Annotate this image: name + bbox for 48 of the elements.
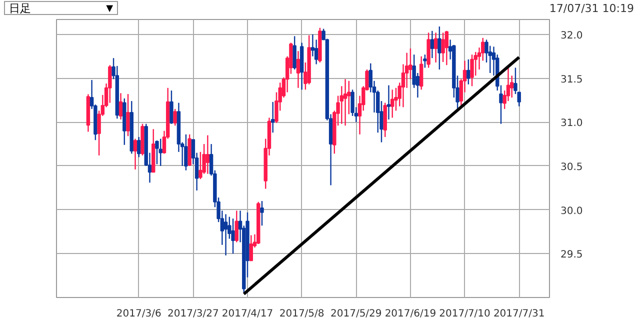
candlestick <box>434 32 438 64</box>
candlestick <box>343 78 348 126</box>
y-tick-label: 32.0 <box>560 30 583 42</box>
candlestick <box>260 200 264 226</box>
candlestick <box>423 54 427 68</box>
candlestick <box>184 134 188 171</box>
x-tick-label: 2017/5/8 <box>279 308 324 320</box>
x-tick-label: 2017/6/19 <box>384 308 436 320</box>
text: 日足 <box>9 2 31 15</box>
candlestick <box>386 84 391 120</box>
candlestick <box>224 214 228 256</box>
candlestick <box>108 64 112 104</box>
x-tick-label: 2017/5/29 <box>330 308 382 320</box>
candlestick <box>126 93 130 137</box>
x-tick-label: 2017/4/17 <box>222 308 274 320</box>
candlestick <box>155 140 159 165</box>
y-tick-label: 29.5 <box>560 250 583 261</box>
candlestick <box>170 90 174 124</box>
y-tick-label: 30.0 <box>560 206 583 217</box>
x-tick-label: 2017/7/31 <box>493 308 545 320</box>
candlestick <box>118 92 123 120</box>
text: ▼ <box>106 3 113 16</box>
candlestick <box>206 134 210 174</box>
y-tick-label: 30.5 <box>560 162 583 173</box>
candlestick <box>390 89 394 118</box>
x-tick-label: 2017/7/10 <box>439 308 490 320</box>
candlestick <box>292 36 296 70</box>
candlestick <box>137 136 141 158</box>
candlestick <box>430 30 434 59</box>
candlestick <box>296 50 300 89</box>
candlestick <box>249 234 253 262</box>
candlestick <box>438 26 442 70</box>
x-tick-label: 2017/3/6 <box>116 308 162 320</box>
candlestick <box>173 108 177 126</box>
y-tick-label: 31.5 <box>560 74 583 86</box>
candlestick <box>231 218 235 254</box>
candlestick <box>270 101 275 134</box>
candlestick <box>441 32 445 63</box>
candlestick <box>466 58 470 85</box>
candlestick <box>133 138 138 170</box>
x-tick-label: 2017/3/27 <box>168 308 219 320</box>
text: 17/07/31 10:19 <box>549 1 634 17</box>
candlestick <box>419 56 424 90</box>
candlestick <box>470 54 474 87</box>
candlestick <box>234 210 239 243</box>
candlestick <box>158 138 162 167</box>
candlestick <box>444 30 449 66</box>
y-tick-label: 31.0 <box>560 118 583 130</box>
